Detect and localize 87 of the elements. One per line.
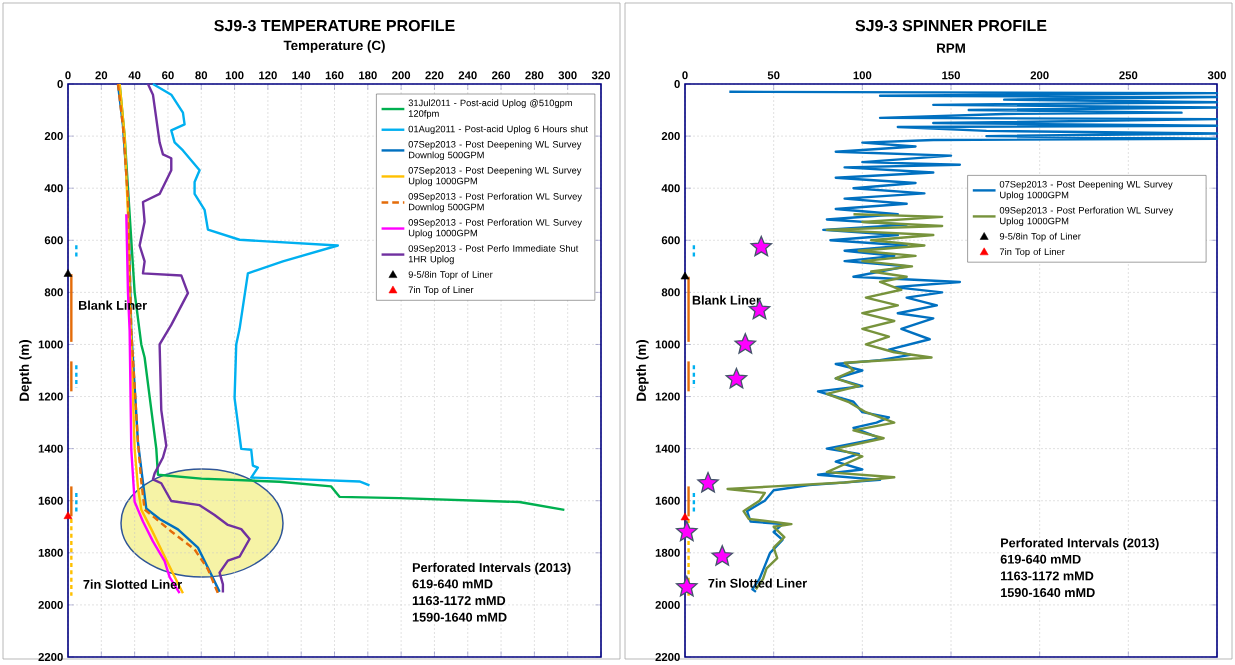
- x-tick-label: 0: [65, 71, 71, 80]
- y-tick-label: 1200: [38, 392, 63, 401]
- x-tick-label: 100: [853, 71, 872, 80]
- y-tick-label: 600: [44, 236, 63, 245]
- legend-label: 07Sep2013 - Post Deepening WL Survey Downlog 500GPM: [408, 140, 582, 160]
- x-tick-label: 300: [1207, 71, 1226, 80]
- point: [725, 367, 748, 389]
- y-tick-label: 1000: [655, 340, 680, 349]
- x-tick-label: 100: [225, 71, 244, 80]
- x-tick-label: 60: [162, 71, 174, 80]
- point: [734, 332, 757, 354]
- y-axis-title: Depth (m): [636, 339, 649, 401]
- y-tick-label: 1400: [38, 444, 63, 453]
- y-tick-label: 2000: [655, 600, 680, 609]
- y-tick-label: 2200: [38, 652, 63, 661]
- y-tick-label: 1000: [38, 340, 63, 349]
- legend-label: 09Sep2013 - Post Perforation WL Survey Uplog 1000GPM: [408, 218, 582, 238]
- x-tick-label: 120: [259, 71, 277, 80]
- x-tick-label: 0: [682, 71, 688, 80]
- y-tick-label: 800: [44, 288, 63, 297]
- y-tick-label: 1600: [655, 496, 680, 505]
- y-tick-label: 1800: [655, 548, 680, 557]
- annotation: Blank Liner: [692, 295, 761, 305]
- y-tick-label: 1400: [655, 444, 680, 453]
- annotation: 1590-1640 mMD: [412, 612, 507, 622]
- legend-label: 7in Top of Liner: [999, 247, 1065, 257]
- point: [675, 575, 698, 597]
- x-tick-label: 260: [492, 71, 511, 80]
- x-tick-label: 240: [458, 71, 477, 80]
- point: [680, 512, 690, 521]
- legend-label: 9-5/8in Top of Liner: [999, 232, 1081, 242]
- x-axis-title: Temperature (C): [283, 40, 385, 53]
- point: [711, 544, 734, 566]
- annotation: Perforated Intervals (2013): [412, 562, 571, 575]
- chart-title: SJ9-3 SPINNER PROFILE: [855, 19, 1047, 32]
- legend-label: 09Sep2013 - Post Perfo Immediate Shut 1HR Uplog: [408, 244, 579, 265]
- annotation: 1163-1172 mMD: [1001, 571, 1094, 581]
- line-series: [726, 212, 944, 591]
- x-tick-label: 250: [1119, 71, 1138, 80]
- x-tick-label: 200: [392, 71, 411, 80]
- legend-label: 9-5/8in Topr of Liner: [408, 270, 493, 280]
- legend-label: 31Jul2011 - Post-acid Uplog @510gpm 120fpm: [408, 99, 572, 119]
- legend-label: 09Sep2013 - Post Perforation WL Survey Downlog 500GPM: [408, 192, 582, 212]
- legend-label: 09Sep2013 - Post Perforation WL Survey Uplog 1000GPM: [999, 206, 1174, 226]
- y-tick-label: 400: [44, 183, 63, 192]
- y-tick-label: 2000: [38, 600, 63, 609]
- x-tick-label: 50: [767, 71, 780, 80]
- legend-label: 7in Top of Liner: [408, 286, 474, 295]
- y-tick-label: 200: [661, 131, 680, 140]
- point: [750, 235, 773, 257]
- x-tick-label: 180: [359, 71, 377, 80]
- legend-label: 07Sep2013 - Post Deepening WL Survey Uplog 1000GPM: [999, 180, 1173, 200]
- annotation: 619-640 mMD: [412, 579, 493, 589]
- y-tick-label: 1200: [655, 392, 680, 401]
- x-tick-label: 300: [558, 71, 577, 80]
- legend-label: 01Aug2011 - Post-acid Uplog 6 Hours shut: [408, 125, 588, 134]
- x-axis-title: RPM: [937, 43, 965, 53]
- annotation: 1163-1172 mMD: [412, 595, 506, 605]
- annotation: 1590-1640 mMD: [1001, 587, 1095, 597]
- y-tick-label: 600: [661, 236, 680, 245]
- annotation: Perforated Intervals (2013): [1001, 537, 1159, 550]
- point: [680, 271, 690, 280]
- y-tick-label: 1800: [38, 548, 63, 557]
- y-tick-label: 400: [661, 183, 680, 192]
- chart-title: SJ9-3 TEMPERATURE PROFILE: [214, 19, 455, 32]
- x-tick-label: 80: [195, 71, 208, 80]
- x-tick-label: 40: [128, 71, 141, 80]
- legend-label: 07Sep2013 - Post Deepening WL Survey Uplog 1000GPM: [408, 166, 582, 186]
- y-tick-label: 800: [661, 288, 680, 297]
- x-tick-label: 150: [942, 71, 960, 80]
- point: [697, 471, 719, 493]
- x-tick-label: 140: [292, 71, 311, 80]
- x-tick-label: 20: [95, 71, 108, 80]
- y-axis-title: Depth (m): [19, 339, 32, 401]
- x-tick-label: 320: [591, 71, 610, 80]
- y-tick-label: 0: [674, 79, 680, 88]
- x-tick-label: 280: [525, 71, 544, 80]
- x-tick-label: 200: [1030, 71, 1049, 80]
- point: [675, 520, 698, 542]
- line-series: [151, 82, 371, 487]
- y-tick-label: 200: [44, 131, 63, 140]
- x-tick-label: 160: [325, 71, 344, 80]
- y-tick-label: 2200: [655, 652, 680, 661]
- y-tick-label: 1600: [38, 496, 63, 505]
- y-tick-label: 0: [57, 79, 63, 88]
- annotation: 619-640 mMD: [1000, 554, 1081, 564]
- x-tick-label: 220: [425, 71, 444, 80]
